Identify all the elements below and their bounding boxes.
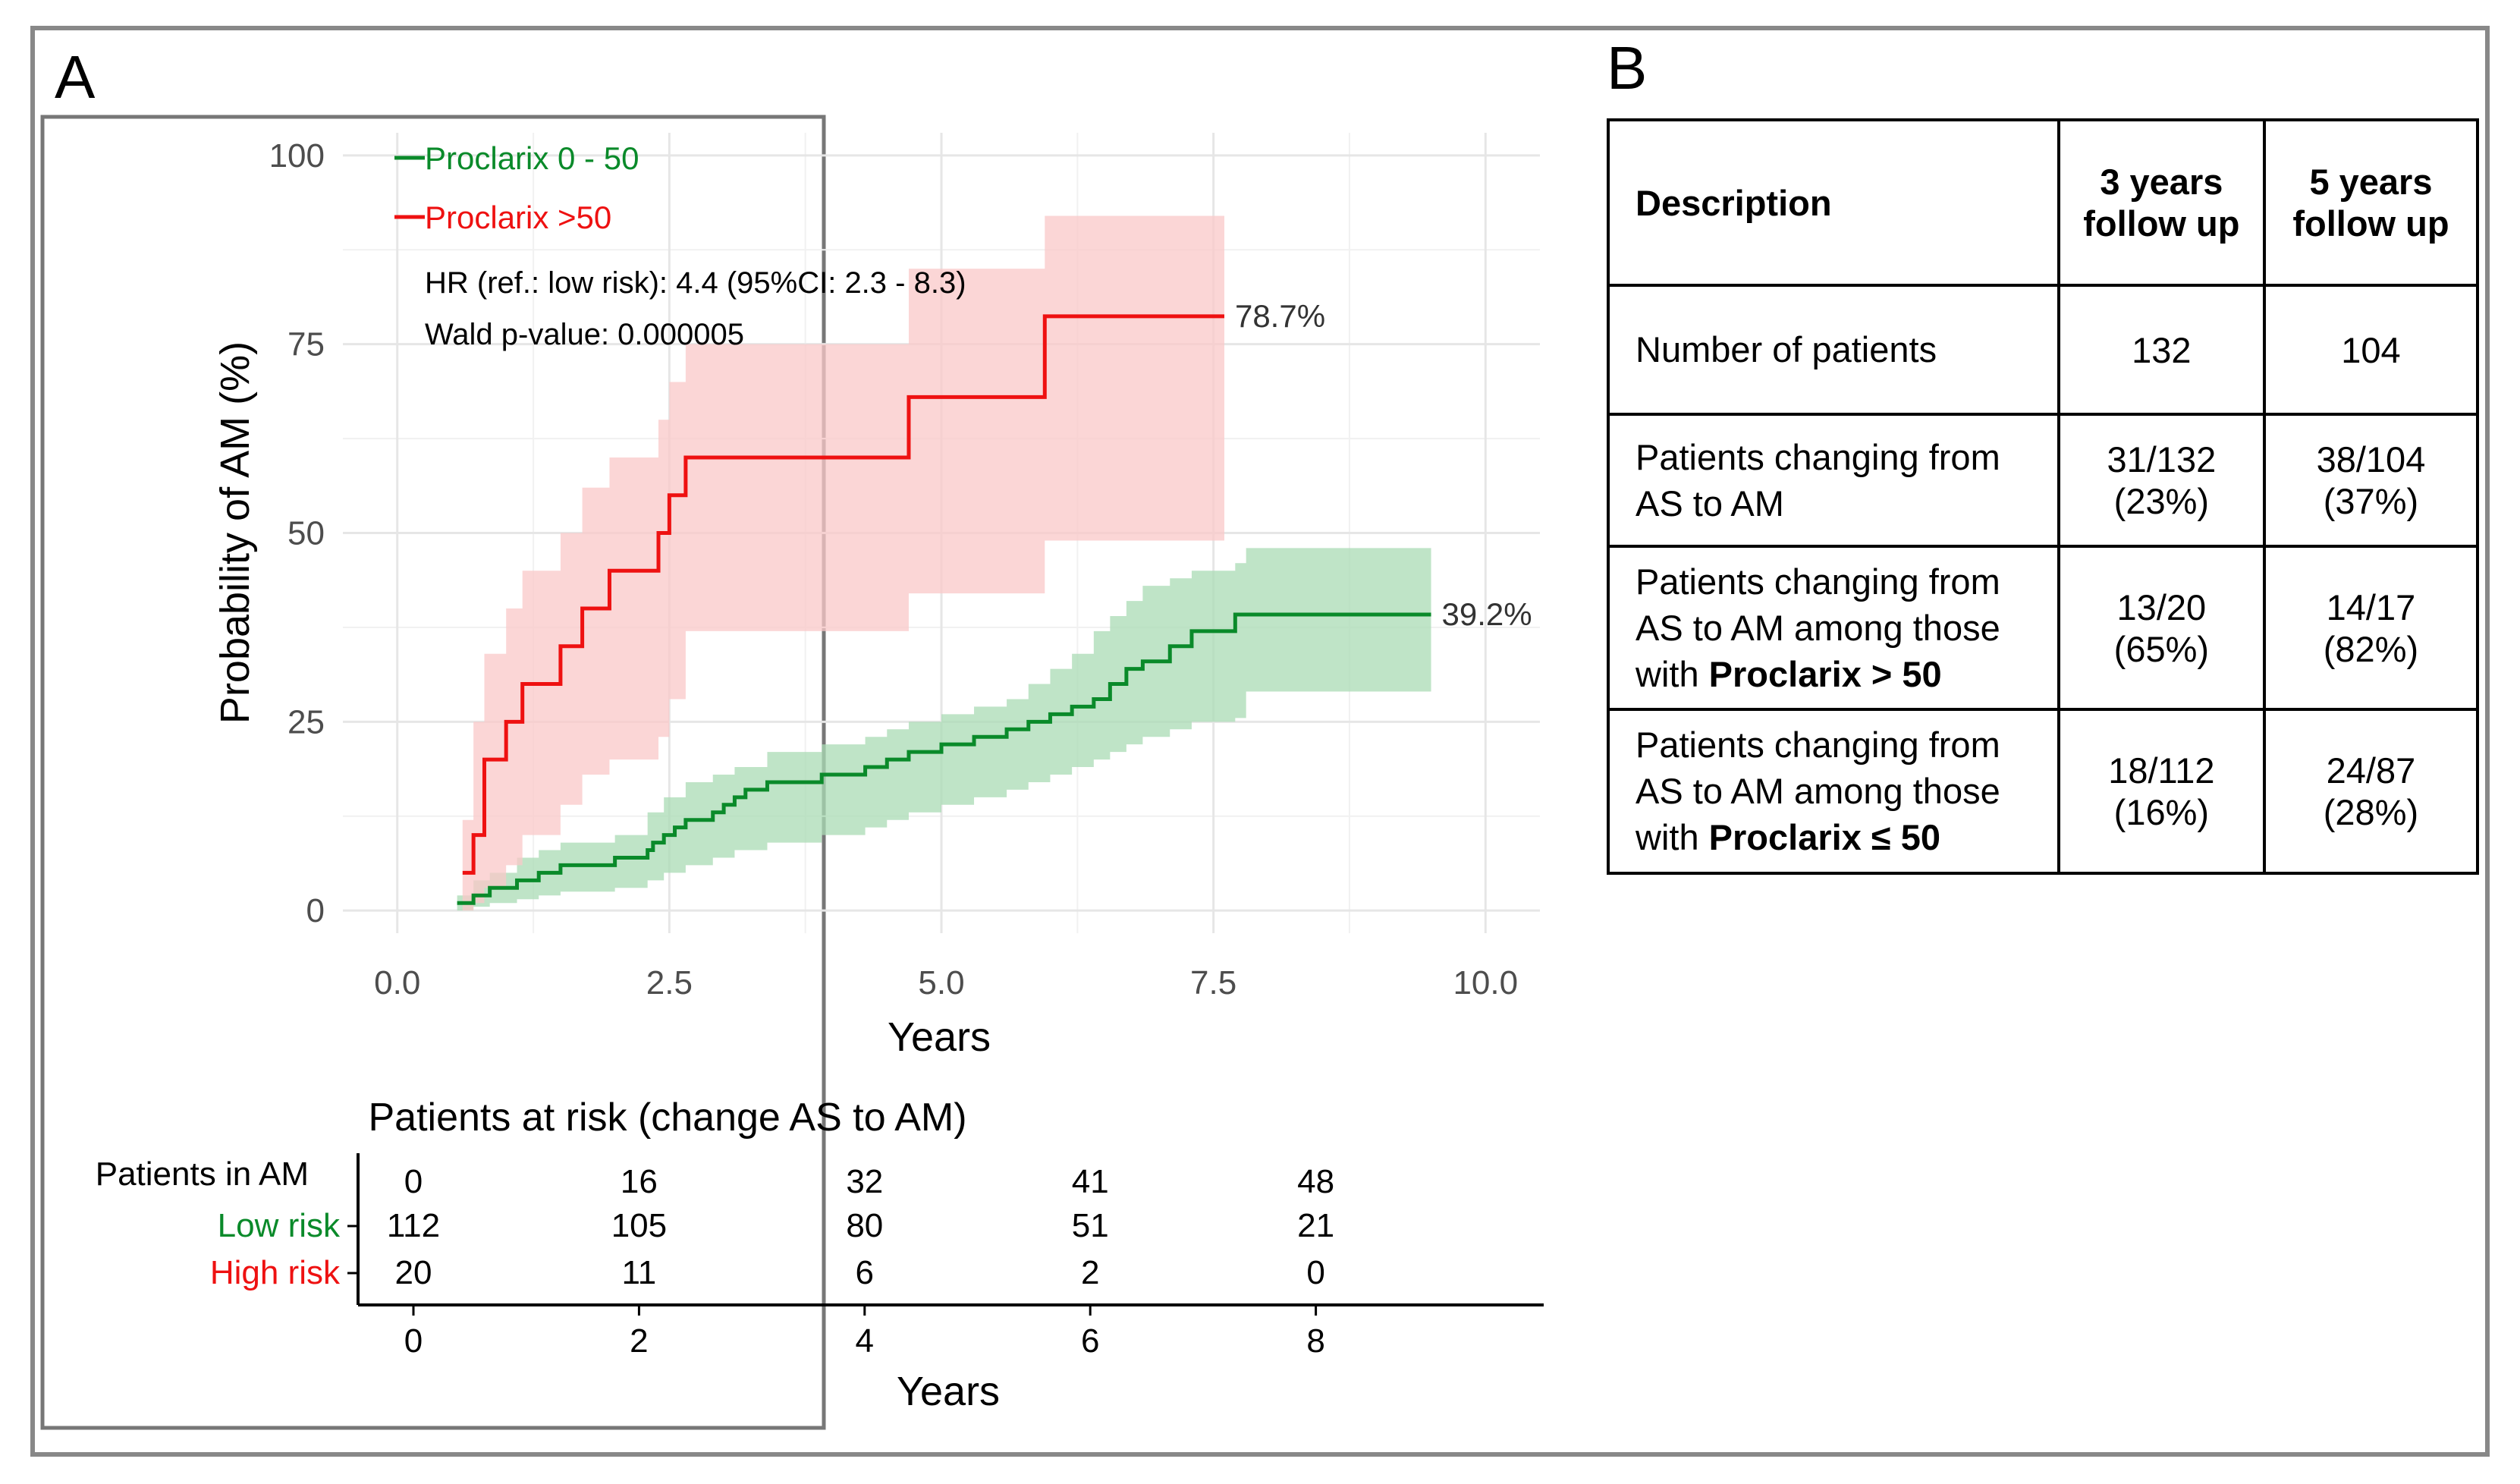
x-axis-title: Years <box>888 1014 991 1060</box>
high-risk-survival-line <box>462 314 1224 875</box>
risk-table-x-title: Years <box>897 1369 1000 1414</box>
value-count: 132 <box>2132 329 2192 370</box>
risk-row-label: Patients in AM <box>96 1155 309 1193</box>
description-text: Patients changing from AS to AM among th… <box>1635 561 2000 695</box>
x-tick-label: 5.0 <box>918 964 964 1001</box>
row-description: Patients changing from AS to AM among th… <box>1607 708 2060 875</box>
low-risk-end-label: 39.2% <box>1442 596 1532 632</box>
x-tick-label: 2.5 <box>646 964 693 1001</box>
row-5-year-value: 24/87 (28%) <box>2262 708 2480 875</box>
row-description: Patients changing from AS to AM among th… <box>1607 544 2060 712</box>
risk-table-value: 6 <box>856 1254 874 1291</box>
description-text: Number of patients <box>1635 329 1937 370</box>
description-bold: Proclarix > 50 <box>1708 654 1942 695</box>
y-tick-label: 50 <box>288 515 325 552</box>
x-tick-label: 7.5 <box>1190 964 1236 1001</box>
risk-row-label: High risk <box>210 1254 341 1291</box>
hazard-ratio-annotation: HR (ref.: low risk): 4.4 (95%CI: 2.3 - 8… <box>425 266 966 300</box>
low-risk-survival-line <box>457 612 1431 905</box>
row-5-year-value: 104 <box>2262 284 2480 416</box>
risk-table-value: 41 <box>1072 1163 1109 1200</box>
value-count: 31/132 <box>2107 439 2217 479</box>
panel-b-letter: B <box>1607 34 1648 102</box>
table-header-row: Description 3 years follow up 5 years fo… <box>1607 118 2480 287</box>
row-3-year-value: 31/132 (23%) <box>2057 413 2266 548</box>
x-tick-label: 10.0 <box>1453 964 1518 1001</box>
risk-x-tick-label: 6 <box>1081 1322 1099 1360</box>
panel-a-letter: A <box>55 43 96 111</box>
x-tick-label: 0.0 <box>374 964 420 1001</box>
value-count: 14/17 <box>2326 586 2416 627</box>
follow-up-table: Description 3 years follow up 5 years fo… <box>1607 118 2480 875</box>
value-count: 24/87 <box>2326 750 2416 791</box>
value-count: 104 <box>2341 329 2401 370</box>
risk-x-tick-label: 8 <box>1306 1322 1324 1360</box>
risk-table-value: 105 <box>611 1207 667 1244</box>
y-tick-label: 25 <box>288 703 325 740</box>
y-axis-title: Probability of AM (%) <box>212 341 258 724</box>
p-value-annotation: Wald p-value: 0.000005 <box>425 318 744 351</box>
risk-table-value: 11 <box>622 1254 657 1291</box>
description-text: Patients changing from AS to AM among th… <box>1635 725 2000 858</box>
table-row: Patients changing from AS to AM among th… <box>1607 708 2480 875</box>
risk-x-tick-label: 4 <box>856 1322 874 1360</box>
high-risk-end-label: 78.7% <box>1235 298 1325 334</box>
value-percent: (16%) <box>2113 791 2210 832</box>
value-count: 13/20 <box>2116 586 2207 627</box>
row-5-year-value: 38/104 (37%) <box>2262 413 2480 548</box>
value-percent: (23%) <box>2113 481 2210 521</box>
risk-x-tick-label: 2 <box>630 1322 648 1360</box>
row-3-year-value: 132 <box>2057 284 2266 416</box>
header-description: Description <box>1607 118 2060 287</box>
y-tick-label: 0 <box>306 892 325 929</box>
risk-table-value: 0 <box>404 1163 423 1200</box>
risk-table-value: 2 <box>1081 1254 1099 1291</box>
value-count: 18/112 <box>2108 750 2215 791</box>
table-row: Patients changing from AS to AM 31/132 (2… <box>1607 413 2480 548</box>
table-row: Number of patients 132 104 <box>1607 284 2480 416</box>
risk-x-tick-label: 0 <box>404 1322 423 1360</box>
row-description: Patients changing from AS to AM <box>1607 413 2060 548</box>
row-description: Number of patients <box>1607 284 2060 416</box>
high-risk-confidence-band <box>462 215 1224 911</box>
row-3-year-value: 13/20 (65%) <box>2057 544 2266 712</box>
risk-table-value: 20 <box>395 1254 432 1291</box>
legend-label-low-risk: Proclarix 0 - 50 <box>425 140 639 176</box>
risk-table-value: 48 <box>1297 1163 1334 1200</box>
value-count: 38/104 <box>2316 439 2426 479</box>
risk-table-value: 32 <box>846 1163 883 1200</box>
risk-table-value: 112 <box>387 1207 440 1244</box>
risk-table-value: 21 <box>1297 1207 1334 1244</box>
legend-label-high-risk: Proclarix >50 <box>425 200 611 235</box>
value-percent: (65%) <box>2113 628 2210 669</box>
risk-table-title: Patients at risk (change AS to AM) <box>368 1096 966 1140</box>
figure-frame <box>30 26 2490 1457</box>
risk-table-value: 0 <box>1306 1254 1324 1291</box>
description-bold: Proclarix ≤ 50 <box>1708 817 1941 858</box>
table-row: Patients changing from AS to AM among th… <box>1607 544 2480 712</box>
value-percent: (82%) <box>2323 628 2419 669</box>
y-tick-label: 75 <box>288 326 325 363</box>
risk-table-value: 51 <box>1072 1207 1109 1244</box>
risk-table-value: 80 <box>846 1207 883 1244</box>
y-tick-label: 100 <box>269 137 325 174</box>
risk-table-value: 16 <box>621 1163 658 1200</box>
value-percent: (37%) <box>2323 481 2419 521</box>
value-percent: (28%) <box>2323 791 2419 832</box>
row-5-year-value: 14/17 (82%) <box>2262 544 2480 712</box>
header-5-years: 5 years follow up <box>2262 118 2480 287</box>
row-3-year-value: 18/112 (16%) <box>2057 708 2266 875</box>
header-3-years: 3 years follow up <box>2057 118 2266 287</box>
description-text: Patients changing from AS to AM <box>1635 436 2000 523</box>
risk-row-label: Low risk <box>218 1207 341 1244</box>
